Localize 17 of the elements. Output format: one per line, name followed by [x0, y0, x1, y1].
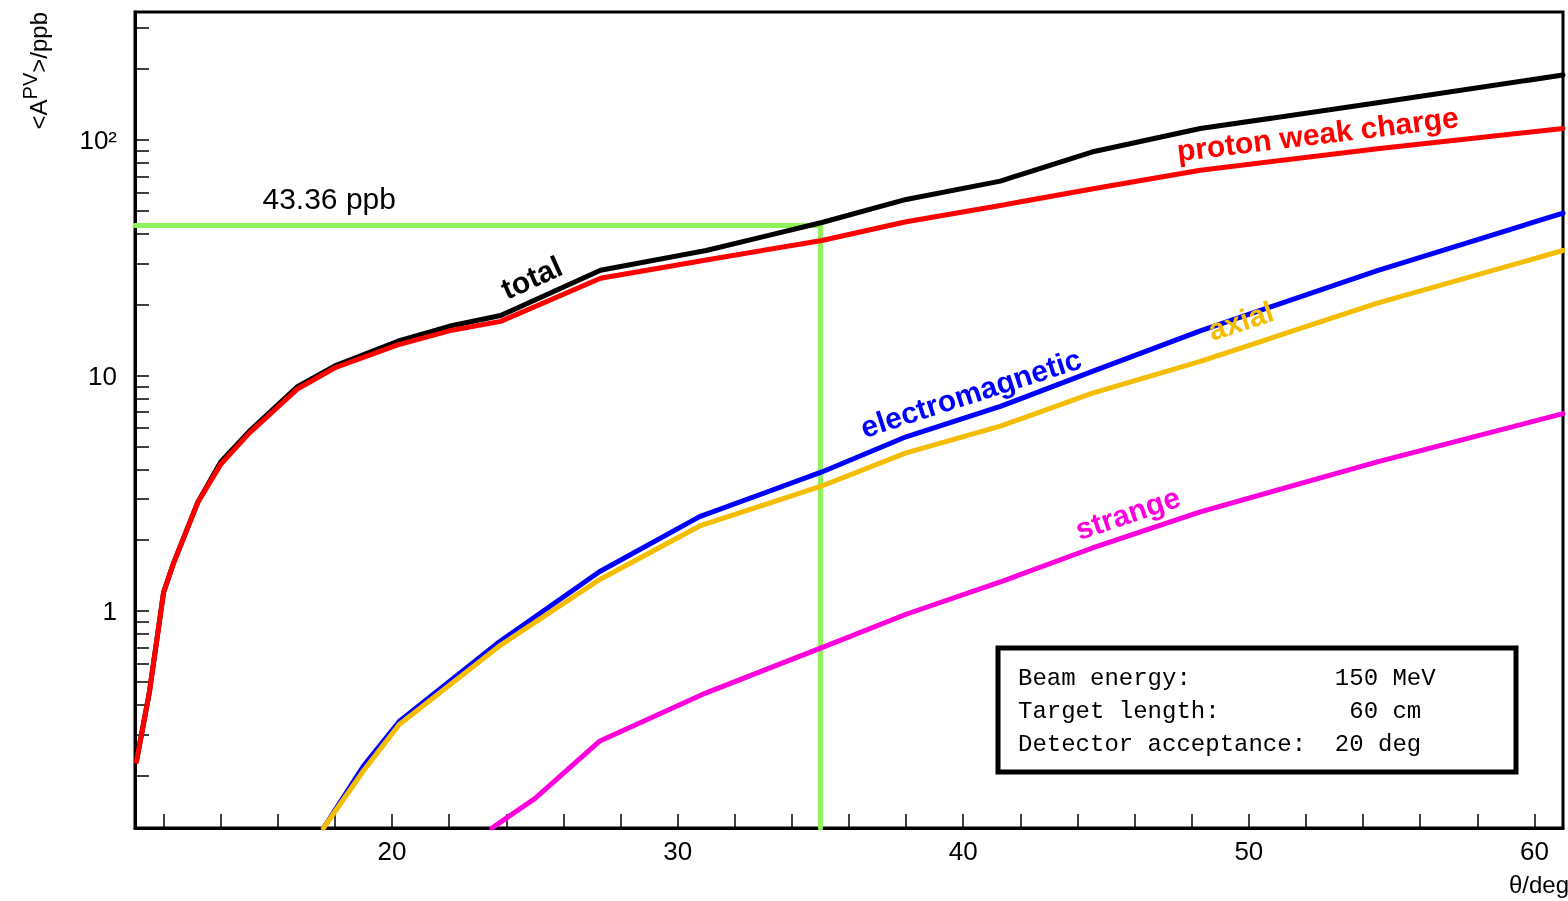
- x-tick-label: 20: [377, 836, 407, 866]
- annotation: Target length: 60 cm: [1018, 698, 1422, 725]
- text: axial: [1203, 294, 1278, 347]
- x-axis-title: θ/deg: [1508, 870, 1568, 898]
- annotation: 43.36 ppb: [262, 182, 396, 216]
- annotation: Beam energy: 150 MeV: [1018, 665, 1437, 692]
- y-tick-label: 1: [102, 596, 117, 627]
- annotation: Detector acceptance: 20 deg: [1018, 731, 1422, 758]
- x-tick-label: 30: [663, 836, 693, 866]
- text: strange: [1071, 480, 1185, 546]
- x-tick-label: 60: [1519, 836, 1549, 866]
- x-tick-label: 40: [948, 836, 978, 866]
- y-tick-label: 10²: [79, 125, 118, 156]
- x-tick-label: 50: [1234, 836, 1264, 866]
- y-tick-label: 10: [88, 360, 117, 391]
- text: total: [495, 249, 568, 306]
- text: proton weak charge: [1174, 100, 1461, 168]
